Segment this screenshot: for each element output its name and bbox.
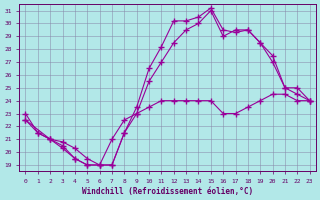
X-axis label: Windchill (Refroidissement éolien,°C): Windchill (Refroidissement éolien,°C) — [82, 187, 253, 196]
